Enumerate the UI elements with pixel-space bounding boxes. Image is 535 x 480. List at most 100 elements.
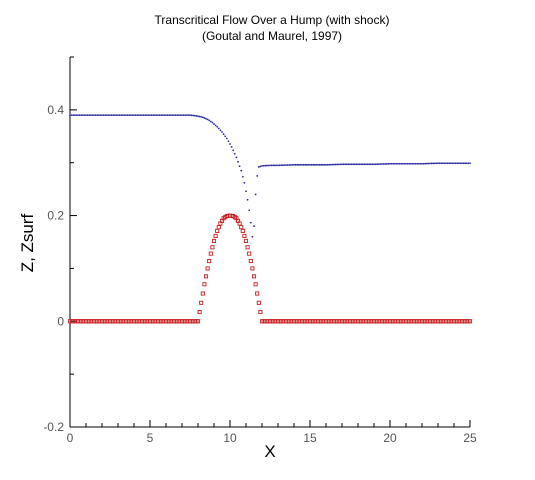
data-point <box>360 163 363 166</box>
data-point <box>451 162 454 165</box>
data-point <box>221 131 223 133</box>
data-point <box>232 149 235 152</box>
data-point <box>255 291 260 296</box>
data-point <box>280 164 283 167</box>
data-point <box>173 114 175 117</box>
data-point <box>357 163 359 166</box>
data-point <box>406 162 409 165</box>
data-point <box>365 163 367 166</box>
data-point <box>334 163 337 166</box>
data-point <box>317 163 319 166</box>
data-point <box>441 162 444 165</box>
data-point <box>129 114 132 117</box>
chart-title: Transcritical Flow Over a Hump (with sho… <box>155 13 390 27</box>
data-point <box>278 164 281 167</box>
data-point <box>401 162 404 165</box>
data-point <box>467 319 473 324</box>
data-point <box>333 163 335 166</box>
data-point <box>85 114 87 117</box>
data-point <box>177 114 180 117</box>
axes <box>69 57 470 428</box>
data-point <box>93 114 95 117</box>
data-point <box>302 163 305 166</box>
data-point <box>398 162 401 165</box>
data-point <box>337 163 340 166</box>
data-point <box>243 238 249 243</box>
data-point <box>139 114 142 117</box>
data-point <box>240 169 243 172</box>
data-point <box>251 274 257 279</box>
x-tick-label: 5 <box>147 431 154 445</box>
y-ticks: -0.2 0 0.2 0.4 <box>43 56 77 434</box>
data-point <box>390 162 393 165</box>
data-point <box>368 163 371 166</box>
data-point <box>438 162 441 165</box>
data-point <box>96 114 99 117</box>
data-point <box>433 162 436 165</box>
data-point <box>373 163 375 166</box>
data-point <box>117 114 119 117</box>
data-point <box>288 164 291 166</box>
data-point <box>118 114 121 117</box>
data-point <box>104 114 107 117</box>
data-point <box>163 114 166 117</box>
data-point <box>462 162 465 165</box>
data-point <box>297 163 300 166</box>
data-point <box>195 115 198 117</box>
data-point <box>215 228 220 233</box>
data-point <box>345 163 348 166</box>
data-point <box>201 116 204 119</box>
data-point <box>133 114 135 117</box>
data-point <box>150 114 153 117</box>
data-point <box>421 162 423 165</box>
data-point <box>363 163 366 166</box>
data-point <box>182 114 185 117</box>
data-point <box>304 163 307 166</box>
x-tick-label: 10 <box>223 431 237 445</box>
data-point <box>205 266 210 271</box>
data-point <box>440 162 443 165</box>
data-point <box>187 114 190 117</box>
data-point <box>181 114 183 117</box>
x-axis-label: X <box>264 442 275 461</box>
data-point <box>165 114 167 117</box>
data-point <box>219 129 222 132</box>
data-point <box>211 121 214 124</box>
data-point <box>190 114 193 117</box>
data-point <box>112 114 115 117</box>
data-point <box>88 114 91 117</box>
data-point <box>128 114 131 117</box>
data-point <box>425 162 428 165</box>
data-point <box>312 163 315 166</box>
data-point <box>256 300 261 305</box>
data-point <box>222 133 225 136</box>
data-point <box>243 181 246 184</box>
series-layer <box>67 114 473 324</box>
data-point <box>350 163 353 166</box>
data-point <box>254 193 257 196</box>
data-point <box>168 114 171 117</box>
data-point <box>443 162 446 165</box>
data-point <box>145 114 148 117</box>
data-point <box>205 117 207 120</box>
data-point <box>202 282 207 287</box>
data-point <box>207 258 212 264</box>
data-point <box>262 164 265 167</box>
data-point <box>229 143 231 145</box>
data-point <box>208 119 211 122</box>
data-point <box>430 162 433 165</box>
data-point <box>245 245 250 250</box>
data-point <box>270 164 273 167</box>
data-point <box>123 114 126 117</box>
data-point <box>230 145 233 148</box>
data-point <box>395 162 398 165</box>
data-point <box>381 163 383 165</box>
data-point <box>248 209 251 212</box>
data-point <box>152 114 155 117</box>
data-point <box>313 163 316 166</box>
data-point <box>197 309 202 315</box>
data-point <box>113 114 116 117</box>
data-point <box>299 163 302 166</box>
data-point <box>272 164 275 167</box>
